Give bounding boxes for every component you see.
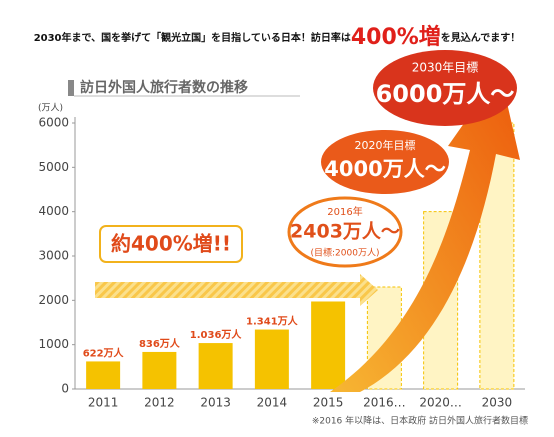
x-tick-label: 2015: [313, 396, 344, 410]
y-tick-label: 4000: [38, 204, 69, 218]
bar: [142, 351, 177, 389]
value-label: 622万人: [83, 346, 125, 359]
x-tick-label: 2012: [144, 396, 175, 410]
bar: [311, 301, 346, 389]
bubble-text: (目標:2000万人): [311, 247, 380, 259]
y-tick-label: 0: [61, 382, 69, 396]
bubble-2016: [287, 196, 403, 268]
value-label: 1.341万人: [246, 315, 299, 328]
bar: [86, 361, 121, 389]
y-tick-label: 1000: [38, 337, 69, 351]
y-tick-label: 6000: [38, 116, 69, 130]
bar: [254, 329, 289, 389]
bubble-text: 2020年目標: [355, 138, 416, 152]
value-label: 836万人: [139, 337, 181, 350]
y-tick-label: 5000: [38, 160, 69, 174]
heading-text: を見込んでます！: [441, 31, 521, 44]
growth-label: 約400%増!!: [111, 232, 231, 256]
bubble-text: 4000万人～: [324, 157, 445, 181]
x-tick-label: 2020…: [419, 396, 462, 410]
bubble-text: 2403万人～: [290, 221, 400, 243]
y-tick-label: 2000: [38, 293, 69, 307]
bubble-text: 2016年: [327, 205, 362, 218]
growth-box: [99, 225, 243, 263]
bubble-2020: [321, 130, 449, 194]
y-tick-label: 3000: [38, 249, 69, 263]
bubble-2030: [373, 50, 517, 126]
x-tick-label: 2030: [482, 396, 513, 410]
value-label: 1.036万人: [190, 328, 243, 341]
footnote: ※2016 年以降は、日本政府 訪日外国人旅行者数目標: [312, 415, 528, 427]
x-tick-label: 2011: [88, 396, 119, 410]
bubble-text: 2030年目標: [412, 61, 479, 75]
bubble-text: 6000万人～: [376, 80, 515, 108]
heading: 2030年まで、国を挙げて「観光立国」を目指している日本！訪日率は400%増を見…: [34, 24, 521, 50]
x-tick-label: 2016…: [363, 396, 406, 410]
growth-arrow: [330, 72, 520, 392]
chart-title: 訪日外国人旅行者数の推移: [80, 79, 248, 96]
growth-band: [95, 274, 378, 306]
title-mark: [68, 80, 74, 96]
bar: [198, 343, 233, 389]
x-tick-label: 2013: [200, 396, 231, 410]
heading-emphasis: 400%増: [351, 24, 441, 50]
heading-text: 2030年まで、国を挙げて「観光立国」を目指している日本！訪日率は: [34, 31, 351, 44]
y-unit: (万人): [38, 103, 63, 114]
x-tick-label: 2014: [257, 396, 288, 410]
